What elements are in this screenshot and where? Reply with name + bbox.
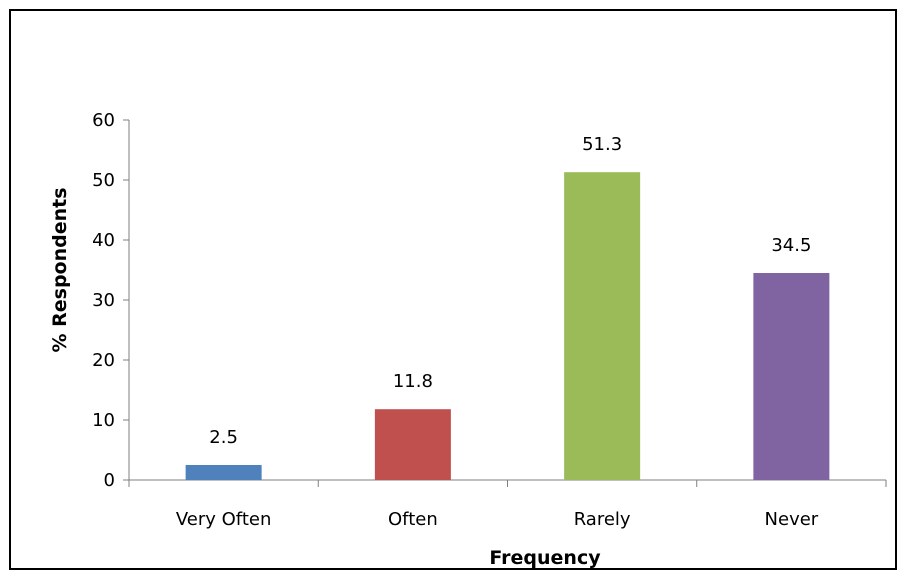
- bar-never: [753, 273, 830, 480]
- y-tick-label: 0: [104, 470, 115, 491]
- data-label: 51.3: [582, 134, 622, 155]
- y-axis: 0 10 20 30 40 50 60: [92, 110, 130, 491]
- y-tick-label: 60: [92, 110, 115, 131]
- bar-often: [374, 409, 451, 480]
- bar-rarely: [564, 172, 641, 480]
- y-tick-label: 30: [92, 290, 115, 311]
- x-tick-label: Rarely: [574, 509, 631, 530]
- y-tick-label: 50: [92, 170, 115, 191]
- data-label: 11.8: [393, 371, 433, 392]
- data-label: 34.5: [771, 235, 811, 256]
- bars: [185, 172, 830, 480]
- x-tick-label: Often: [388, 509, 438, 530]
- x-axis-title: Frequency: [489, 547, 601, 569]
- y-tick-label: 10: [92, 410, 115, 431]
- y-axis-title: % Respondents: [49, 187, 71, 352]
- bar-very-often: [185, 465, 262, 480]
- y-tick-label: 20: [92, 350, 115, 371]
- data-label: 2.5: [209, 427, 238, 448]
- x-tick-label: Never: [765, 509, 819, 530]
- data-labels: 2.5 11.8 51.3 34.5: [209, 134, 811, 448]
- y-tick-label: 40: [92, 230, 115, 251]
- x-tick-label: Very Often: [176, 509, 272, 530]
- chart-frame: [9, 9, 897, 570]
- x-axis: Very Often Often Rarely Never: [128, 479, 887, 530]
